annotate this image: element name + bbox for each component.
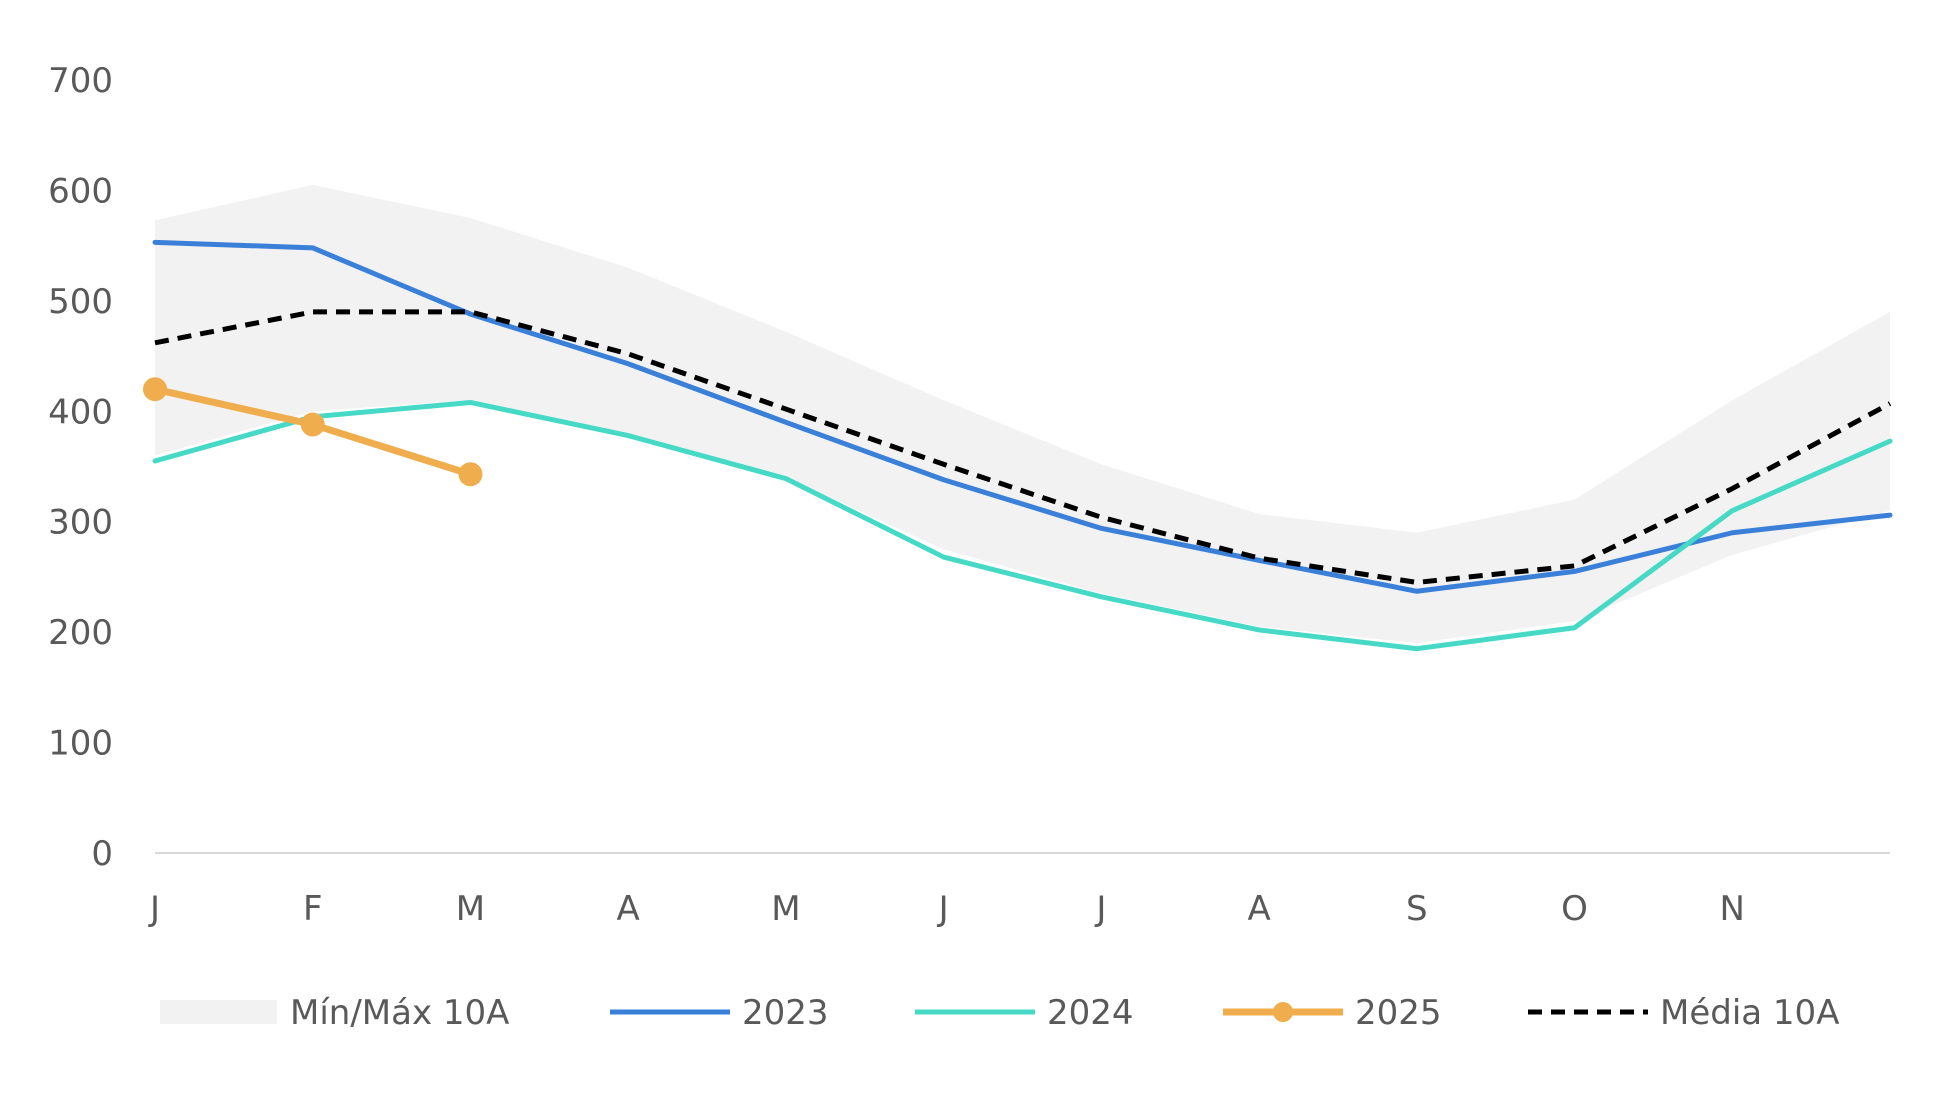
legend-label: 2023 <box>742 993 829 1033</box>
series-point-2025 <box>458 462 483 487</box>
legend-label: Média 10A <box>1660 993 1839 1033</box>
series-line-2023 <box>152 239 1893 594</box>
y-tick-label: 500 <box>48 282 113 322</box>
y-tick-label: 100 <box>48 724 113 764</box>
y-tick-label: 700 <box>48 61 113 101</box>
x-tick-label: A <box>617 889 640 929</box>
x-tick-label: J <box>1094 889 1106 929</box>
x-tick-label: N <box>1720 889 1745 929</box>
x-tick-label: A <box>1247 889 1270 929</box>
axis-layer: 0 100 200 300 400 500 600 700 J F M A M J J A S O N <box>48 61 1890 929</box>
series-point-2025 <box>143 377 167 402</box>
y-tick-label: 400 <box>48 392 113 432</box>
legend: Mín/Máx 10A 2023 2024 2025 Média 10A <box>160 993 1839 1033</box>
x-tick-label: S <box>1406 889 1428 929</box>
legend-label: Mín/Máx 10A <box>290 993 509 1033</box>
y-tick-label: 600 <box>48 171 113 211</box>
x-tick-label: O <box>1561 889 1588 929</box>
min-max-band-layer <box>155 184 1890 644</box>
x-tick-label: M <box>456 889 485 929</box>
series-line-m-dia-10a <box>154 309 1892 585</box>
x-tick-label: F <box>303 889 323 929</box>
legend-swatch-min-max <box>160 1000 277 1024</box>
min-max-band <box>155 184 1890 644</box>
legend-label: 2025 <box>1355 993 1442 1033</box>
series-layer <box>143 239 1893 652</box>
x-tick-label: J <box>937 889 949 929</box>
legend-label: 2024 <box>1047 993 1134 1033</box>
series-point-2025 <box>300 412 325 437</box>
y-tick-label: 300 <box>48 503 113 543</box>
x-tick-label: J <box>148 889 160 929</box>
x-tick-label: M <box>771 889 800 929</box>
legend-marker-2025 <box>1273 1002 1293 1022</box>
series-line-2024 <box>152 399 1893 652</box>
y-tick-label: 0 <box>91 834 113 874</box>
y-tick-label: 200 <box>48 613 113 653</box>
